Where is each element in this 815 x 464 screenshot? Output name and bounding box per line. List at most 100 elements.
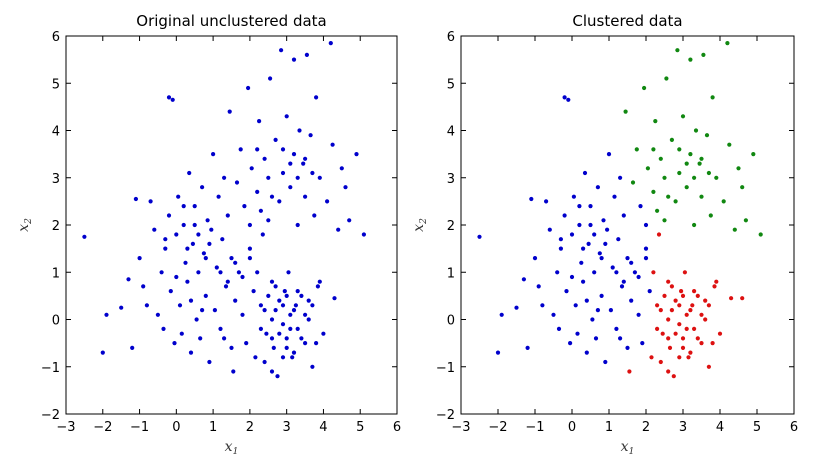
data-point bbox=[751, 152, 756, 157]
data-point bbox=[262, 359, 267, 365]
y-tick-label: −2 bbox=[436, 408, 455, 423]
data-point bbox=[207, 359, 212, 365]
data-point bbox=[303, 312, 308, 317]
data-point bbox=[608, 308, 614, 313]
data-point bbox=[181, 204, 186, 209]
x-tick-label: 1 bbox=[605, 420, 613, 435]
data-point bbox=[196, 232, 201, 237]
data-point bbox=[717, 331, 723, 336]
data-point bbox=[258, 208, 263, 213]
data-point bbox=[658, 359, 663, 365]
data-point bbox=[680, 114, 686, 119]
data-point bbox=[703, 298, 708, 303]
data-point bbox=[636, 312, 641, 317]
data-point bbox=[686, 355, 691, 360]
data-point bbox=[218, 326, 223, 331]
data-point bbox=[288, 326, 293, 331]
data-point bbox=[555, 270, 560, 275]
data-point bbox=[269, 369, 275, 374]
data-point bbox=[514, 305, 519, 310]
data-point bbox=[621, 279, 626, 284]
data-point bbox=[288, 312, 293, 317]
data-point bbox=[680, 336, 686, 341]
data-point bbox=[238, 147, 243, 152]
data-point bbox=[253, 355, 258, 360]
data-point bbox=[529, 196, 534, 202]
data-point bbox=[669, 308, 675, 313]
data-point bbox=[247, 246, 252, 251]
data-point bbox=[271, 345, 276, 350]
x-tick-label: −1 bbox=[525, 420, 544, 435]
data-point bbox=[655, 208, 660, 213]
data-point bbox=[729, 296, 734, 301]
data-point bbox=[200, 185, 205, 190]
data-point bbox=[269, 279, 275, 284]
data-point bbox=[592, 270, 597, 275]
data-point bbox=[295, 175, 300, 180]
data-point bbox=[297, 128, 302, 133]
data-point bbox=[231, 369, 236, 374]
data-point bbox=[544, 199, 549, 204]
data-point bbox=[280, 147, 286, 152]
data-point bbox=[495, 350, 501, 355]
x-tick-label: 1 bbox=[209, 420, 217, 435]
data-point bbox=[273, 137, 278, 142]
data-point bbox=[736, 166, 741, 171]
data-point bbox=[185, 279, 190, 284]
data-point bbox=[233, 260, 238, 265]
data-point bbox=[185, 246, 190, 251]
data-point bbox=[361, 232, 366, 237]
data-point bbox=[198, 336, 203, 341]
data-point bbox=[315, 284, 320, 289]
data-point bbox=[284, 293, 289, 298]
data-point bbox=[643, 246, 649, 251]
plot-frame bbox=[460, 35, 795, 415]
data-point bbox=[314, 341, 319, 346]
data-point bbox=[706, 303, 712, 308]
data-point bbox=[732, 227, 737, 232]
data-point bbox=[330, 142, 335, 147]
data-point bbox=[181, 222, 186, 228]
data-point bbox=[673, 199, 678, 204]
data-point bbox=[581, 279, 586, 284]
y-tick-label: 0 bbox=[52, 314, 60, 329]
x-tick-label: 2 bbox=[246, 420, 254, 435]
data-point bbox=[666, 336, 671, 341]
data-point bbox=[247, 222, 252, 228]
data-point bbox=[677, 355, 682, 360]
data-point bbox=[566, 97, 571, 102]
x-tick-label: 6 bbox=[393, 420, 401, 435]
data-point bbox=[525, 345, 530, 350]
data-point bbox=[666, 317, 671, 322]
data-point bbox=[269, 317, 275, 322]
data-point bbox=[673, 298, 678, 303]
data-point bbox=[612, 194, 617, 199]
data-point bbox=[662, 175, 667, 180]
data-point bbox=[658, 156, 663, 161]
data-point bbox=[666, 194, 671, 199]
data-point bbox=[630, 180, 636, 185]
data-point bbox=[701, 52, 706, 58]
data-point bbox=[277, 331, 282, 336]
data-point bbox=[579, 260, 584, 265]
data-point bbox=[203, 256, 208, 261]
data-point bbox=[275, 374, 280, 379]
data-point bbox=[308, 133, 313, 138]
data-point bbox=[233, 298, 238, 303]
data-point bbox=[667, 345, 673, 350]
data-point bbox=[262, 156, 267, 161]
data-point bbox=[584, 350, 589, 355]
data-point bbox=[662, 218, 667, 223]
data-point bbox=[188, 298, 194, 303]
data-point bbox=[616, 237, 621, 242]
data-point bbox=[571, 194, 577, 199]
data-point bbox=[201, 251, 206, 256]
data-point bbox=[660, 331, 665, 336]
data-point bbox=[606, 152, 612, 157]
data-point bbox=[166, 213, 172, 218]
data-point bbox=[227, 109, 232, 114]
data-point bbox=[614, 270, 619, 275]
data-point bbox=[699, 156, 704, 161]
data-point bbox=[680, 293, 686, 298]
